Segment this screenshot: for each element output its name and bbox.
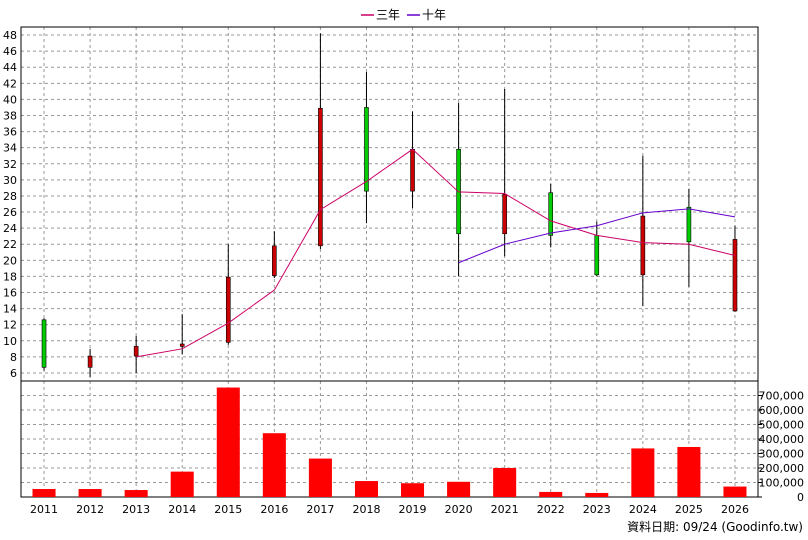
volume-bar bbox=[493, 468, 517, 497]
candle-body bbox=[686, 206, 692, 243]
price-y-tick-label: 30 bbox=[3, 174, 17, 187]
volume-bar bbox=[447, 481, 471, 497]
volume-bar bbox=[216, 387, 240, 497]
price-y-tick-label: 44 bbox=[3, 61, 17, 74]
price-y-tick-label: 32 bbox=[3, 158, 17, 171]
candle-body bbox=[364, 107, 369, 192]
legend-label-ten-year: 十年 bbox=[422, 8, 446, 22]
volume-y-tick-label: 300,000 bbox=[759, 448, 805, 461]
candle-body bbox=[272, 245, 277, 276]
volume-bar bbox=[32, 489, 56, 497]
price-y-tick-label: 42 bbox=[3, 77, 17, 90]
x-tick-label: 2021 bbox=[491, 503, 519, 516]
price-y-tick-label: 8 bbox=[10, 351, 17, 364]
volume-bar bbox=[539, 491, 563, 497]
price-y-tick-label: 38 bbox=[3, 110, 17, 123]
volume-bar bbox=[354, 481, 378, 497]
volume-y-tick-label: 600,000 bbox=[759, 404, 805, 417]
x-tick-label: 2012 bbox=[76, 503, 104, 516]
price-y-tick-label: 34 bbox=[3, 142, 17, 155]
x-tick-label: 2015 bbox=[214, 503, 242, 516]
x-tick-label: 2017 bbox=[306, 503, 334, 516]
volume-bar bbox=[585, 492, 609, 497]
ten-year-line bbox=[458, 208, 736, 264]
legend: 三年 十年 bbox=[361, 8, 446, 22]
price-y-tick-label: 22 bbox=[3, 238, 17, 251]
price-y-tick-label: 48 bbox=[3, 29, 17, 42]
x-tick-label: 2019 bbox=[399, 503, 427, 516]
volume-y-tick-label: 0 bbox=[797, 491, 804, 504]
x-tick-label: 2020 bbox=[445, 503, 473, 516]
x-tick-label: 2014 bbox=[168, 503, 196, 516]
volume-bar bbox=[631, 448, 655, 497]
candle-body bbox=[594, 235, 600, 276]
price-y-tick-label: 24 bbox=[3, 222, 17, 235]
x-tick-label: 2016 bbox=[260, 503, 288, 516]
volume-bar bbox=[723, 486, 747, 497]
three-year-line bbox=[136, 148, 736, 358]
grid-lines bbox=[21, 27, 762, 498]
candle-body bbox=[502, 194, 507, 235]
volume-y-tick-label: 400,000 bbox=[759, 433, 805, 446]
x-tick-label: 2023 bbox=[583, 503, 611, 516]
volume-bar bbox=[262, 433, 286, 497]
volume-bar bbox=[308, 458, 332, 497]
volume-y-tick-label: 700,000 bbox=[759, 390, 805, 403]
candle-body bbox=[179, 343, 185, 347]
footer-data-date: 資料日期: 09/24 (Goodinfo.tw) bbox=[627, 520, 803, 534]
candle-body bbox=[225, 276, 231, 343]
plot-frame bbox=[20, 26, 759, 498]
volume-bar bbox=[401, 483, 425, 497]
x-tick-label: 2026 bbox=[721, 503, 749, 516]
price-y-tick-label: 14 bbox=[3, 303, 17, 316]
candle-body bbox=[732, 239, 738, 312]
x-tick-label: 2025 bbox=[675, 503, 703, 516]
price-y-tick-label: 40 bbox=[3, 93, 17, 106]
x-tick-label: 2018 bbox=[352, 503, 380, 516]
price-y-tick-label: 16 bbox=[3, 287, 17, 300]
volume-bar bbox=[124, 490, 148, 497]
volume-y-tick-label: 500,000 bbox=[759, 419, 805, 432]
x-tick-label: 2011 bbox=[30, 503, 58, 516]
candle-body bbox=[318, 107, 323, 247]
price-y-tick-label: 10 bbox=[3, 335, 17, 348]
candle-body bbox=[640, 215, 646, 276]
volume-y-tick-label: 200,000 bbox=[759, 462, 805, 475]
candle-body bbox=[87, 355, 93, 368]
price-y-tick-label: 18 bbox=[3, 270, 17, 283]
price-y-tick-label: 46 bbox=[3, 45, 17, 58]
candle-body bbox=[41, 319, 47, 368]
volume-bar bbox=[78, 489, 102, 497]
candle-body bbox=[548, 192, 554, 236]
price-y-tick-label: 12 bbox=[3, 319, 17, 332]
price-y-tick-label: 36 bbox=[3, 126, 17, 139]
price-y-tick-label: 28 bbox=[3, 190, 17, 203]
candle-body bbox=[410, 148, 415, 192]
volume-bar bbox=[170, 471, 194, 497]
volume-y-tick-label: 100,000 bbox=[759, 477, 805, 490]
x-tick-label: 2022 bbox=[537, 503, 565, 516]
candle-body bbox=[133, 346, 139, 357]
price-y-tick-label: 6 bbox=[10, 367, 17, 380]
price-y-tick-label: 20 bbox=[3, 254, 17, 267]
price-y-tick-label: 26 bbox=[3, 206, 17, 219]
volume-bar bbox=[677, 446, 701, 497]
legend-label-three-year: 三年 bbox=[376, 8, 400, 22]
x-tick-label: 2013 bbox=[122, 503, 150, 516]
x-tick-label: 2024 bbox=[629, 503, 657, 516]
